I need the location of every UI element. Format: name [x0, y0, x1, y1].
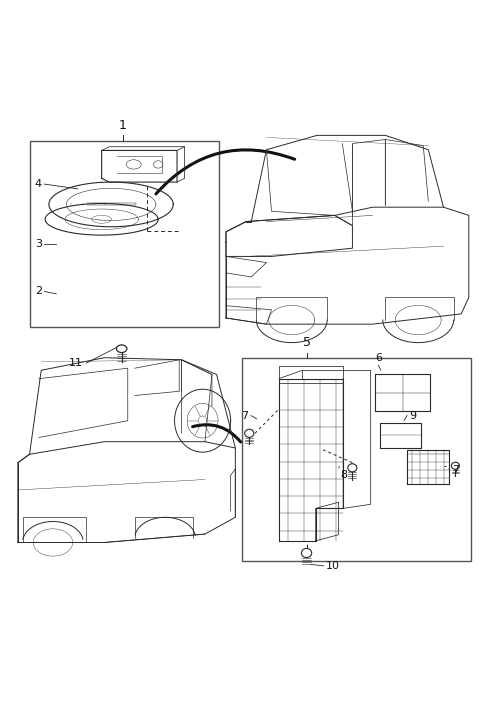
Text: 4: 4: [35, 179, 42, 189]
Text: 5: 5: [303, 336, 311, 349]
Text: 10: 10: [326, 561, 340, 571]
Text: 3: 3: [35, 239, 42, 249]
FancyArrowPatch shape: [156, 150, 295, 194]
Bar: [30, 141, 218, 327]
Text: 7: 7: [241, 411, 249, 421]
Text: 11: 11: [69, 358, 83, 368]
FancyArrowPatch shape: [192, 425, 240, 442]
Bar: [242, 358, 471, 561]
Text: 7: 7: [452, 465, 459, 475]
Text: 8: 8: [340, 470, 348, 481]
Text: 6: 6: [375, 353, 382, 363]
Text: 1: 1: [119, 119, 127, 132]
Text: 9: 9: [409, 411, 417, 421]
Text: 2: 2: [35, 286, 42, 296]
